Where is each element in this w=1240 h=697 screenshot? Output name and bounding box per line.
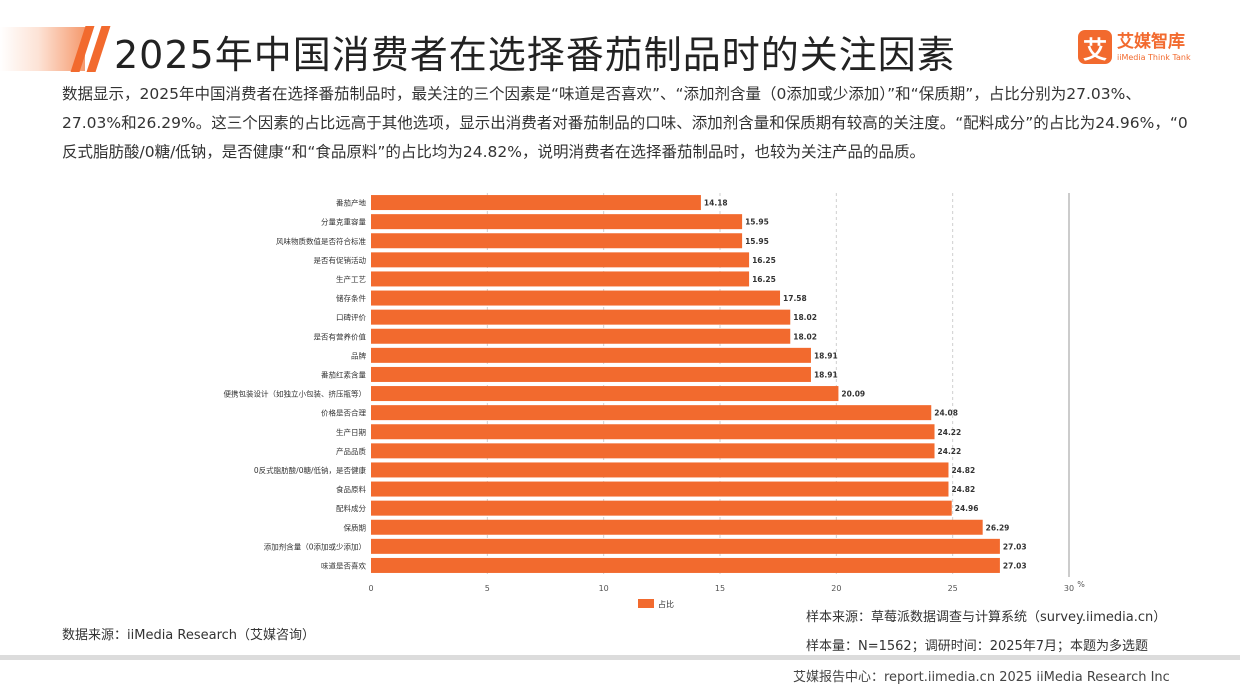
value-label: 26.29	[986, 523, 1010, 532]
category-label: 是否有促销活动	[314, 255, 367, 265]
category-label: 添加剂含量（0添加或少添加）	[264, 541, 366, 551]
category-label: 生产日期	[336, 427, 366, 437]
category-label: 分量克重容量	[321, 217, 366, 227]
bar	[371, 195, 701, 211]
chart-labels: 0 5 10 15 20 25 30 % 番茄产地 14.18 分量克重容量 15.95 风味物质数值是…	[224, 198, 1086, 609]
bar	[371, 405, 932, 421]
bar	[371, 233, 743, 249]
category-label: 口碑评价	[336, 312, 366, 322]
brand-logo: 艾 艾媒智库 iiMedia Think Tank	[1078, 30, 1191, 64]
x-tick-label: 5	[485, 584, 490, 593]
value-label: 24.96	[955, 504, 979, 513]
x-tick-label: 0	[368, 584, 373, 593]
category-label: 味道是否喜欢	[321, 560, 366, 570]
category-label: 产品品质	[336, 446, 366, 456]
bar	[371, 443, 935, 459]
category-label: 食品原料	[336, 484, 366, 494]
x-tick-label: 10	[599, 584, 609, 593]
x-tick-label: 20	[831, 584, 841, 593]
value-label: 17.58	[783, 294, 807, 303]
value-label: 16.25	[752, 275, 776, 284]
value-label: 15.95	[745, 237, 769, 246]
bar	[371, 271, 750, 287]
bar	[371, 290, 781, 306]
legend-swatch	[638, 599, 654, 608]
intro-paragraph: 数据显示，2025年中国消费者在选择番茄制品时，最关注的三个因素是“味道是否喜欢…	[62, 85, 1188, 161]
value-label: 18.02	[793, 332, 817, 341]
header-accent-band	[0, 27, 85, 71]
value-label: 27.03	[1003, 561, 1027, 570]
legend-label: 占比	[658, 599, 674, 609]
bar	[371, 481, 949, 497]
bar	[371, 538, 1000, 554]
sample-size: 样本量：N=1562；调研时间：2025年7月；本题为多选题	[806, 639, 1149, 654]
bar	[371, 252, 750, 268]
bar	[371, 557, 1000, 573]
category-label: 价格是否合理	[321, 408, 366, 418]
value-label: 15.95	[745, 218, 769, 227]
bar	[371, 424, 935, 440]
value-label: 24.08	[934, 409, 958, 418]
logo-icon: 艾	[1078, 30, 1112, 64]
value-label: 24.82	[951, 485, 975, 494]
category-label: 番茄产地	[336, 198, 366, 208]
category-label: 是否有营养价值	[314, 331, 367, 341]
sample-source: 样本来源：草莓派数据调查与计算系统（survey.iimedia.cn）	[806, 610, 1167, 625]
bar	[371, 519, 983, 535]
value-label: 18.91	[814, 351, 838, 360]
value-label: 20.09	[841, 390, 865, 399]
category-label: 0反式脂肪酸/0糖/低钠，是否健康	[254, 465, 367, 475]
bar	[371, 309, 791, 325]
x-tick-label: 15	[715, 584, 725, 593]
data-source: 数据来源：iiMedia Research（艾媒咨询）	[62, 628, 316, 643]
logo-name: 艾媒智库	[1117, 31, 1185, 52]
logo-tagline: iiMedia Think Tank	[1117, 52, 1191, 62]
bar	[371, 386, 839, 402]
chart-bars	[371, 195, 1000, 573]
value-label: 16.25	[752, 256, 776, 265]
bar	[371, 214, 743, 230]
chart-gridlines	[486, 193, 1070, 577]
category-label: 配料成分	[336, 503, 366, 513]
category-label: 便携包装设计（如独立小包装、挤压瓶等）	[224, 389, 367, 399]
value-label: 18.02	[793, 313, 817, 322]
page-title: 2025年中国消费者在选择番茄制品时的关注因素	[114, 33, 956, 77]
category-label: 储存条件	[336, 293, 366, 303]
bar	[371, 366, 811, 382]
value-label: 18.91	[814, 370, 838, 379]
x-tick-label: 30	[1064, 584, 1074, 593]
category-label: 风味物质数值是否符合标准	[276, 236, 366, 246]
category-label: 品牌	[351, 350, 366, 360]
category-label: 生产工艺	[336, 274, 366, 284]
footer-text: 艾媒报告中心：report.iimedia.cn 2025 iiMedia Re…	[793, 670, 1170, 685]
bar	[371, 328, 791, 344]
value-label: 27.03	[1003, 542, 1027, 551]
category-label: 保质期	[344, 522, 367, 532]
bar	[371, 462, 949, 478]
value-label: 24.22	[938, 428, 962, 437]
x-unit-label: %	[1077, 580, 1085, 589]
bar-chart: 0 5 10 15 20 25 30 % 番茄产地 14.18 分量克重容量 15.95 风味物质数值是…	[224, 193, 1086, 609]
footer-divider	[0, 655, 1240, 660]
category-label: 番茄红素含量	[321, 369, 366, 379]
bar	[371, 500, 952, 516]
value-label: 24.82	[951, 466, 975, 475]
x-tick-label: 25	[948, 584, 958, 593]
bar	[371, 347, 811, 363]
value-label: 14.18	[704, 199, 728, 208]
value-label: 24.22	[938, 447, 962, 456]
